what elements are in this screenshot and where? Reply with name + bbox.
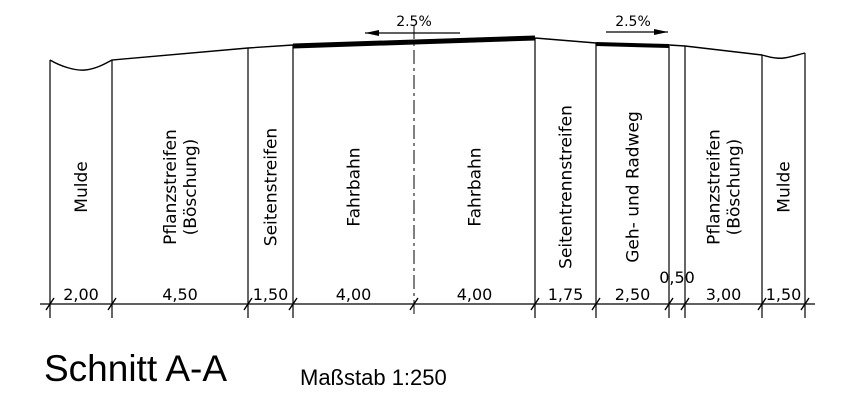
dimension-tick bbox=[757, 297, 767, 311]
dimension-tick bbox=[800, 297, 810, 311]
strip-name: (Böschung) bbox=[725, 139, 745, 236]
strip-label: Seitentrennstreifen bbox=[557, 105, 577, 269]
strip-width: 3,00 bbox=[706, 285, 742, 304]
section-title: Schnitt A-A bbox=[44, 348, 228, 389]
dimension-tick bbox=[409, 297, 419, 311]
dimension-tick bbox=[530, 297, 540, 311]
strip-name: (Böschung) bbox=[181, 139, 201, 236]
strip-width: 4,00 bbox=[457, 285, 493, 304]
dimension-tick bbox=[591, 297, 601, 311]
strip-label: Fahrbahn bbox=[466, 147, 486, 226]
carriageway-surface bbox=[292, 35, 536, 49]
strip-name: Fahrbahn bbox=[345, 147, 365, 226]
strip-width: 1,50 bbox=[253, 285, 289, 304]
slope-label: 2.5% bbox=[396, 14, 432, 30]
strip-name: Fahrbahn bbox=[466, 147, 486, 226]
strip-name: Seitentrennstreifen bbox=[557, 105, 577, 269]
strip-label: Pflanzstreifen (Böschung) bbox=[705, 129, 745, 245]
strip-width: 0,50 bbox=[659, 268, 695, 287]
cycleway-surface bbox=[595, 42, 670, 48]
strip-width: 2,00 bbox=[63, 285, 99, 304]
strip-width: 2,50 bbox=[615, 285, 651, 304]
strip-width: 1,50 bbox=[766, 285, 802, 304]
strip-name: Geh- und Radweg bbox=[624, 111, 644, 263]
strip-name: Mulde bbox=[775, 161, 795, 212]
dimension-tick bbox=[45, 297, 55, 311]
strip-width: 4,50 bbox=[162, 285, 198, 304]
slope-label: 2.5% bbox=[615, 14, 651, 30]
strip-name: Seitenstreifen bbox=[262, 128, 282, 246]
strip-label: Mulde bbox=[775, 161, 795, 212]
strip-name: Mulde bbox=[72, 161, 92, 212]
strip-name: Pflanzstreifen bbox=[705, 129, 725, 245]
dimension-tick bbox=[243, 297, 253, 311]
scale-label: Maßstab 1:250 bbox=[300, 365, 447, 390]
strip-label: Seitenstreifen bbox=[262, 128, 282, 246]
strip-width: 4,00 bbox=[336, 285, 372, 304]
strip-label: Geh- und Radweg bbox=[624, 111, 644, 263]
strip-width: 1,75 bbox=[548, 285, 584, 304]
dimension-tick bbox=[664, 297, 674, 311]
terrain-profile bbox=[49, 37, 806, 71]
dimension-tick bbox=[288, 297, 298, 311]
strip-label: Mulde bbox=[72, 161, 92, 212]
slope-arrowhead bbox=[365, 30, 379, 36]
strip-label: Fahrbahn bbox=[345, 147, 365, 226]
dimension-tick bbox=[107, 297, 117, 311]
slope-arrowhead bbox=[654, 29, 668, 35]
dimension-tick bbox=[680, 297, 690, 311]
strip-name: Pflanzstreifen bbox=[161, 129, 181, 245]
strip-label: Pflanzstreifen (Böschung) bbox=[161, 129, 201, 245]
